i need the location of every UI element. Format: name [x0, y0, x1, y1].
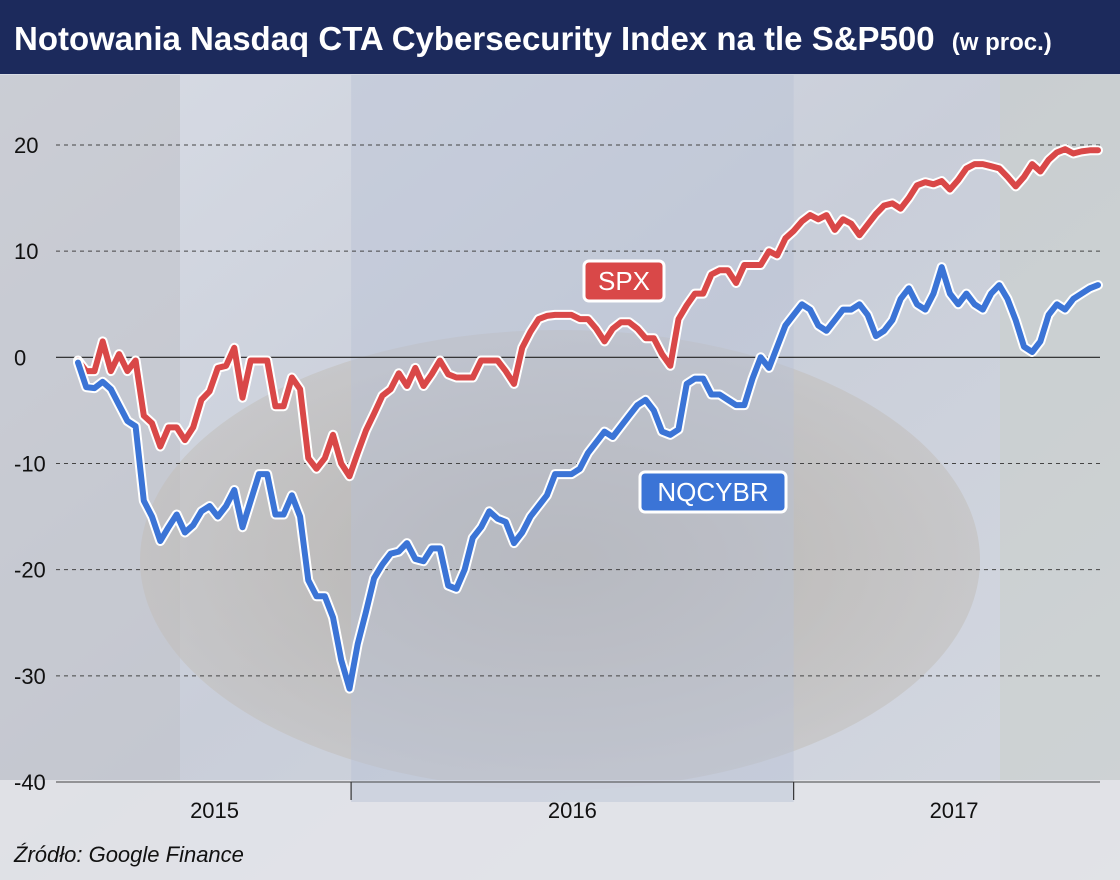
- series-label-spx: SPX: [582, 259, 666, 303]
- series-lines: [73, 144, 1103, 694]
- series-line-nqcybr: [75, 264, 1101, 692]
- x-period-labels: 2015 2016 2017: [190, 782, 979, 823]
- chart-title: Notowania Nasdaq CTA Cybersecurity Index…: [14, 20, 1052, 57]
- title-bar: [0, 0, 1120, 74]
- building-left-decoration: [0, 75, 180, 880]
- y-tick-label--40: -40: [14, 770, 46, 795]
- x-period-label-2015: 2015: [190, 798, 239, 823]
- y-tick-label--10: -10: [14, 452, 46, 477]
- source-note: Źródło: Google Finance: [13, 842, 244, 867]
- x-period-label-2017: 2017: [930, 798, 979, 823]
- y-tick-label-10: 10: [14, 239, 38, 264]
- series-label-nqcybr: NQCYBR: [638, 470, 788, 514]
- y-tick-label-20: 20: [14, 133, 38, 158]
- y-tick-label--20: -20: [14, 558, 46, 583]
- period-bands: [351, 75, 794, 802]
- x-period-label-2016: 2016: [548, 798, 597, 823]
- y-tick-labels: 20 10 0 -10 -20 -30 -40: [14, 133, 46, 795]
- series-label-box-spx: [582, 259, 666, 303]
- series-label-text-nqcybr: NQCYBR: [657, 477, 768, 507]
- period-band-2016: [351, 75, 794, 802]
- series-labels: SPX NQCYBR: [582, 259, 788, 514]
- chart-title-main: Notowania Nasdaq CTA Cybersecurity Index…: [14, 20, 935, 57]
- pavement-decoration: [0, 780, 1120, 880]
- series-line-spx: [75, 146, 1101, 480]
- tree-right-decoration: [1000, 75, 1120, 880]
- series-label-box-nqcybr: [638, 470, 788, 514]
- chart-title-unit: (w proc.): [952, 29, 1052, 56]
- series-label-text-spx: SPX: [598, 266, 650, 296]
- y-tick-label-0: 0: [14, 345, 26, 370]
- y-tick-label--30: -30: [14, 664, 46, 689]
